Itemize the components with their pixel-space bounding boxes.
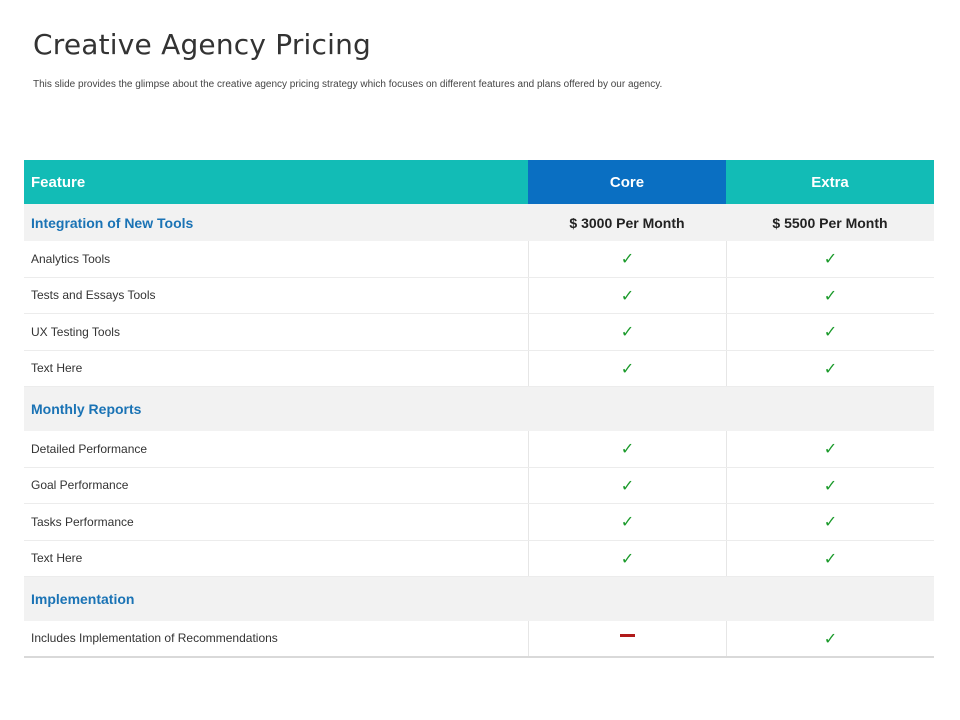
table-row: Tasks Performance ✓ ✓ [24, 504, 934, 541]
table-row: Detailed Performance ✓ ✓ [24, 431, 934, 468]
feature-label: Goal Performance [31, 478, 129, 493]
section-row-monthly-reports: Monthly Reports [24, 387, 934, 431]
section-title: Implementation [31, 591, 135, 607]
section-title: Integration of New Tools [31, 214, 194, 231]
feature-label: Includes Implementation of Recommendatio… [31, 631, 278, 646]
header-extra: Extra [811, 173, 849, 191]
table-row: Includes Implementation of Recommendatio… [24, 621, 934, 658]
check-icon: ✓ [823, 628, 838, 648]
check-icon: ✓ [823, 249, 838, 269]
check-icon: ✓ [823, 475, 838, 495]
feature-label: Text Here [31, 551, 83, 566]
header-feature: Feature [31, 173, 86, 191]
section-title: Monthly Reports [31, 401, 142, 417]
check-icon: ✓ [620, 358, 635, 378]
table-row: Goal Performance ✓ ✓ [24, 467, 934, 504]
section-row-integration: Integration of New Tools $ 3000 Per Mont… [24, 204, 934, 241]
pricing-table: Feature Core Extra Integration of New To… [24, 160, 934, 658]
table-row: UX Testing Tools ✓ ✓ [24, 314, 934, 351]
feature-label: Detailed Performance [31, 441, 148, 456]
check-icon: ✓ [823, 512, 838, 532]
check-icon: ✓ [620, 475, 635, 495]
header-core: Core [528, 160, 726, 204]
table-header-row: Feature Core Extra [24, 160, 934, 204]
check-icon: ✓ [823, 322, 838, 342]
check-icon: ✓ [620, 249, 635, 269]
feature-label: Text Here [31, 361, 83, 376]
check-icon: ✓ [620, 322, 635, 342]
table-row: Text Here ✓ ✓ [24, 350, 934, 387]
check-icon: ✓ [620, 512, 635, 532]
check-icon: ✓ [823, 285, 838, 305]
check-icon: ✓ [823, 358, 838, 378]
check-icon: ✓ [823, 439, 838, 459]
extra-price: $ 5500 Per Month [772, 214, 888, 231]
feature-label: Tests and Essays Tools [31, 288, 156, 303]
check-icon: ✓ [620, 548, 635, 568]
feature-label: Tasks Performance [31, 514, 134, 529]
core-price: $ 3000 Per Month [569, 214, 685, 231]
page-subtitle: This slide provides the glimpse about th… [33, 79, 663, 90]
table-row: Tests and Essays Tools ✓ ✓ [24, 277, 934, 314]
page-title: Creative Agency Pricing [33, 28, 372, 61]
table-row: Text Here ✓ ✓ [24, 540, 934, 577]
feature-label: UX Testing Tools [31, 324, 120, 339]
check-icon: ✓ [620, 285, 635, 305]
check-icon: ✓ [823, 548, 838, 568]
table-row: Analytics Tools ✓ ✓ [24, 241, 934, 278]
feature-label: Analytics Tools [31, 251, 111, 266]
check-icon: ✓ [620, 439, 635, 459]
section-row-implementation: Implementation [24, 577, 934, 621]
dash-icon [620, 633, 635, 637]
